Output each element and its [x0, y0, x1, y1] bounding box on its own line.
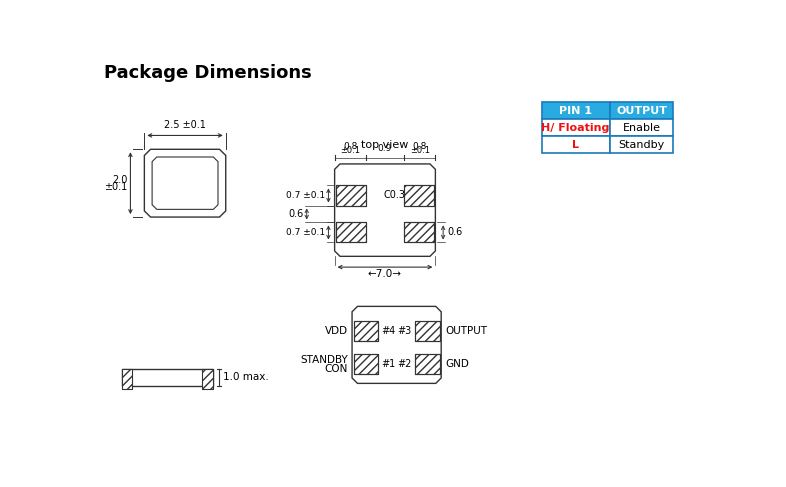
Text: CON: CON	[325, 364, 348, 374]
Text: H/ Floating: H/ Floating	[542, 123, 610, 133]
Bar	[354, 321, 378, 341]
Text: 0.6: 0.6	[288, 209, 303, 219]
Text: ←7.0→: ←7.0→	[368, 269, 402, 280]
Text: Package Dimensions: Package Dimensions	[105, 64, 312, 82]
Bar	[415, 354, 439, 374]
Bar	[404, 186, 434, 206]
Text: ±0.1: ±0.1	[104, 182, 127, 192]
Bar	[122, 369, 213, 386]
Bar	[404, 186, 434, 206]
Polygon shape	[152, 157, 218, 209]
Bar	[354, 354, 378, 374]
Text: OUTPUT: OUTPUT	[445, 326, 487, 336]
Bar	[542, 119, 610, 136]
Bar	[122, 369, 132, 389]
Text: GND: GND	[445, 359, 469, 369]
Text: 0.7 ±0.1: 0.7 ±0.1	[286, 191, 325, 200]
Bar	[336, 186, 365, 206]
Polygon shape	[352, 306, 441, 383]
Bar	[336, 223, 365, 243]
Text: #2: #2	[398, 359, 412, 369]
Text: 0.9: 0.9	[378, 144, 392, 153]
Text: 0.6: 0.6	[447, 227, 462, 238]
Bar	[415, 321, 439, 341]
Bar	[354, 354, 378, 374]
Text: C0.3: C0.3	[384, 190, 406, 201]
Text: Standby: Standby	[619, 140, 665, 150]
Text: STANDBY: STANDBY	[300, 356, 348, 365]
Bar	[610, 102, 674, 119]
Bar	[404, 223, 434, 243]
Text: OUTPUT: OUTPUT	[616, 106, 667, 116]
Polygon shape	[335, 164, 435, 256]
Text: #3: #3	[398, 326, 412, 336]
Text: 0.8: 0.8	[343, 142, 358, 151]
Bar	[122, 369, 132, 389]
Text: L: L	[572, 140, 579, 150]
Text: 0.7 ±0.1: 0.7 ±0.1	[286, 228, 325, 237]
Text: VDD: VDD	[325, 326, 348, 336]
Text: #4: #4	[381, 326, 396, 336]
Text: 2.5 ±0.1: 2.5 ±0.1	[164, 120, 206, 130]
Text: ±0.1: ±0.1	[340, 147, 360, 155]
Bar	[354, 321, 378, 341]
Bar	[415, 354, 439, 374]
Bar	[415, 321, 439, 341]
Text: top view: top view	[362, 140, 409, 150]
Bar	[610, 136, 674, 153]
Text: Enable: Enable	[623, 123, 660, 133]
Text: 1.0 max.: 1.0 max.	[223, 372, 269, 382]
Bar	[404, 223, 434, 243]
Text: 0.8: 0.8	[413, 142, 427, 151]
Text: 2.0: 2.0	[112, 175, 127, 185]
Bar	[610, 119, 674, 136]
Bar	[542, 102, 610, 119]
Bar	[336, 186, 365, 206]
Bar	[542, 136, 610, 153]
Polygon shape	[145, 150, 226, 217]
Text: PIN 1: PIN 1	[559, 106, 592, 116]
Bar	[336, 223, 365, 243]
Text: ±0.1: ±0.1	[410, 147, 430, 155]
Bar	[202, 369, 213, 389]
Text: #1: #1	[381, 359, 396, 369]
Bar	[202, 369, 213, 389]
